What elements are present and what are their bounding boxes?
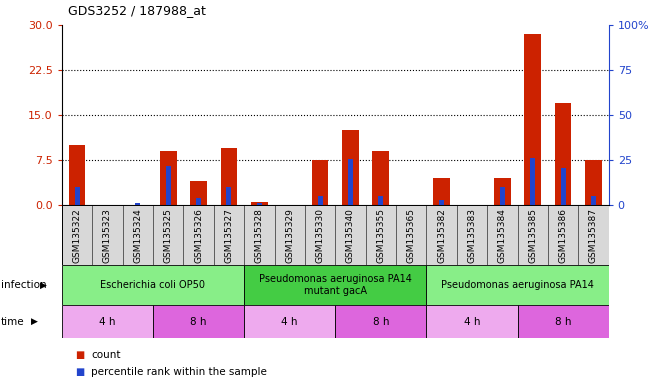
- Text: ▶: ▶: [31, 317, 38, 326]
- Text: GSM135385: GSM135385: [528, 209, 537, 263]
- Bar: [426, 265, 609, 305]
- Text: 8 h: 8 h: [190, 316, 207, 327]
- Text: GSM135330: GSM135330: [316, 209, 325, 263]
- Text: GSM135355: GSM135355: [376, 209, 385, 263]
- Bar: [62, 265, 244, 305]
- Text: ■: ■: [75, 350, 84, 360]
- Text: infection: infection: [1, 280, 46, 290]
- Bar: [494, 178, 510, 205]
- Bar: [196, 198, 201, 205]
- Bar: [159, 151, 176, 205]
- Bar: [227, 187, 232, 205]
- Bar: [62, 305, 153, 338]
- Bar: [165, 166, 171, 205]
- Bar: [561, 167, 566, 205]
- Bar: [342, 130, 359, 205]
- Text: Pseudomonas aeruginosa PA14
mutant gacA: Pseudomonas aeruginosa PA14 mutant gacA: [259, 274, 411, 296]
- Text: 4 h: 4 h: [281, 316, 298, 327]
- Bar: [434, 178, 450, 205]
- Text: GSM135324: GSM135324: [133, 209, 143, 263]
- Text: 8 h: 8 h: [555, 316, 572, 327]
- Bar: [372, 151, 389, 205]
- Bar: [135, 203, 141, 205]
- Text: GSM135323: GSM135323: [103, 209, 112, 263]
- Bar: [426, 305, 518, 338]
- Text: ■: ■: [75, 367, 84, 377]
- Bar: [585, 161, 602, 205]
- Bar: [312, 161, 329, 205]
- Text: GSM135325: GSM135325: [163, 209, 173, 263]
- Text: 4 h: 4 h: [99, 316, 116, 327]
- Text: ▶: ▶: [40, 281, 48, 290]
- Bar: [318, 197, 323, 205]
- Text: Pseudomonas aeruginosa PA14: Pseudomonas aeruginosa PA14: [441, 280, 594, 290]
- Bar: [378, 195, 383, 205]
- Bar: [244, 305, 335, 338]
- Text: GSM135326: GSM135326: [194, 209, 203, 263]
- Bar: [153, 305, 244, 338]
- Text: time: time: [1, 316, 24, 327]
- Text: GSM135328: GSM135328: [255, 209, 264, 263]
- Text: GSM135382: GSM135382: [437, 209, 446, 263]
- Bar: [525, 34, 541, 205]
- Bar: [190, 181, 207, 205]
- Text: GSM135386: GSM135386: [559, 209, 568, 263]
- Bar: [518, 305, 609, 338]
- Text: GSM135327: GSM135327: [225, 209, 234, 263]
- Bar: [69, 145, 85, 205]
- Text: Escherichia coli OP50: Escherichia coli OP50: [100, 280, 206, 290]
- Bar: [221, 148, 237, 205]
- Text: GSM135329: GSM135329: [285, 209, 294, 263]
- Bar: [555, 103, 572, 205]
- Text: 4 h: 4 h: [464, 316, 480, 327]
- Bar: [251, 202, 268, 205]
- Bar: [500, 187, 505, 205]
- Bar: [74, 187, 79, 205]
- Text: GSM135387: GSM135387: [589, 209, 598, 263]
- Text: GSM135383: GSM135383: [467, 209, 477, 263]
- Bar: [256, 203, 262, 205]
- Bar: [244, 265, 426, 305]
- Bar: [335, 305, 426, 338]
- Text: count: count: [91, 350, 120, 360]
- Bar: [530, 157, 535, 205]
- Text: percentile rank within the sample: percentile rank within the sample: [91, 367, 267, 377]
- Bar: [348, 159, 353, 205]
- Text: GDS3252 / 187988_at: GDS3252 / 187988_at: [68, 4, 206, 17]
- Text: GSM135365: GSM135365: [407, 209, 416, 263]
- Text: 8 h: 8 h: [372, 316, 389, 327]
- Text: GSM135384: GSM135384: [498, 209, 507, 263]
- Text: GSM135322: GSM135322: [72, 209, 81, 263]
- Bar: [439, 200, 444, 205]
- Bar: [591, 197, 596, 205]
- Text: GSM135340: GSM135340: [346, 209, 355, 263]
